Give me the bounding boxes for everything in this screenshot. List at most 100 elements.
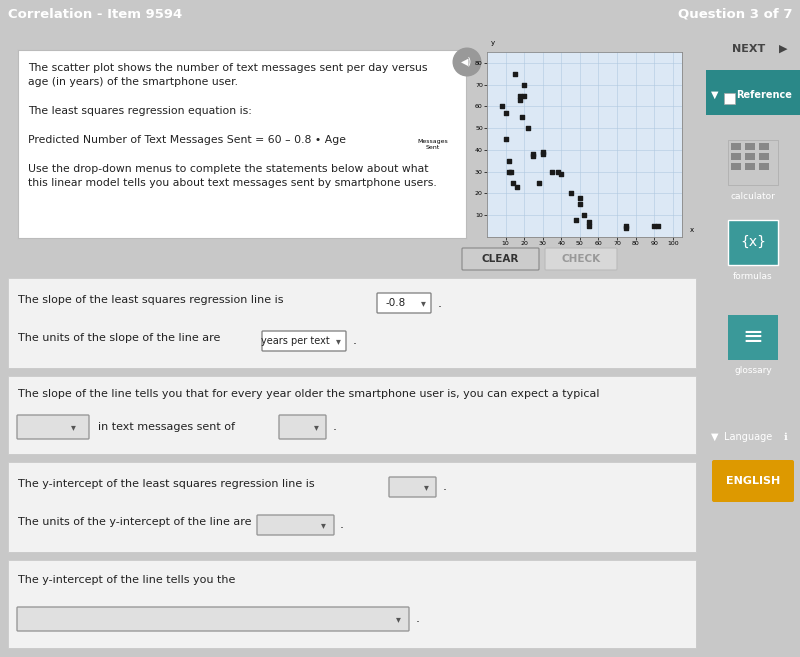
Bar [724,93,735,104]
Text: Question 3 of 7: Question 3 of 7 [678,7,792,20]
Bar [745,163,755,170]
Point [499,108,512,118]
Point [518,79,530,90]
Point [514,95,527,105]
Text: ▼: ▼ [711,90,718,100]
Point [505,166,518,177]
Bar [759,153,769,160]
Text: years per text: years per text [261,336,330,346]
FancyBboxPatch shape [712,460,794,502]
Text: The units of the slope of the line are: The units of the slope of the line are [18,333,220,343]
Text: ▾: ▾ [421,298,426,308]
FancyBboxPatch shape [545,248,617,270]
Point [499,134,512,145]
FancyBboxPatch shape [279,415,326,439]
Point [503,166,516,177]
Point [648,221,661,231]
Text: ◀): ◀) [462,57,473,67]
Y-axis label: Messages
Sent: Messages Sent [417,139,448,150]
Text: ▾: ▾ [314,422,318,432]
Text: ▾: ▾ [423,482,429,492]
Point [510,182,523,193]
Text: ENGLISH: ENGLISH [726,476,780,486]
Text: CHECK: CHECK [562,254,601,264]
Point [620,223,633,233]
Bar [728,220,778,265]
Text: .: . [353,334,357,348]
Text: The scatter plot shows the number of text messages sent per day versus
age (in y: The scatter plot shows the number of tex… [28,63,437,188]
Bar [731,163,741,170]
Text: The slope of the least squares regression line is: The slope of the least squares regressio… [18,295,283,305]
Point [546,166,558,177]
Text: NEXT: NEXT [732,44,765,54]
Bar [759,143,769,150]
Point [555,169,568,179]
Text: Correlation - Item 9594: Correlation - Item 9594 [8,7,182,20]
Bar [745,143,755,150]
Text: The y-intercept of the least squares regression line is: The y-intercept of the least squares reg… [18,479,314,489]
Point [536,149,549,160]
FancyBboxPatch shape [17,607,409,631]
Text: in text messages sent of: in text messages sent of [98,422,235,432]
Text: .: . [416,612,420,625]
Text: ℹ: ℹ [784,432,788,442]
Point [620,221,633,231]
Point [651,221,664,231]
FancyBboxPatch shape [462,248,539,270]
Point [506,177,519,188]
Point [516,112,529,123]
Point [582,221,595,231]
Text: -0.8: -0.8 [386,298,406,308]
Text: ≡: ≡ [742,325,763,349]
Bar [745,153,755,160]
Text: calculator: calculator [730,192,775,201]
Point [527,151,540,162]
Point [503,156,516,166]
Point [570,214,582,225]
Bar [731,153,741,160]
Text: Reference: Reference [736,90,792,100]
Point [574,199,586,210]
Text: {x}: {x} [740,235,766,249]
Bar [728,315,778,360]
FancyBboxPatch shape [17,415,89,439]
Text: .: . [443,480,447,493]
Point [522,123,534,133]
Text: .: . [438,296,442,309]
Text: CLEAR: CLEAR [482,254,518,264]
X-axis label: Age (yr): Age (yr) [570,249,598,256]
Point [582,217,595,227]
Text: y: y [491,41,495,47]
Text: .: . [333,420,337,434]
Bar [728,140,778,185]
Point [518,90,530,101]
Text: Language: Language [724,432,772,442]
Text: The y-intercept of the line tells you the: The y-intercept of the line tells you th… [18,575,235,585]
Text: ▾: ▾ [335,336,341,346]
Text: ▼: ▼ [711,432,718,442]
Point [574,193,586,203]
Point [536,147,549,158]
Text: ▾: ▾ [321,520,326,530]
Bar [759,163,769,170]
Point [495,101,508,112]
Point [577,210,590,221]
Text: ▾: ▾ [395,614,401,624]
FancyBboxPatch shape [389,477,436,497]
Text: ▶: ▶ [779,44,787,54]
Point [551,166,564,177]
Text: The slope of the line tells you that for every year older the smartphone user is: The slope of the line tells you that for… [18,389,599,399]
Text: glossary: glossary [734,366,772,375]
Point [514,90,527,101]
Bar [706,70,800,115]
FancyBboxPatch shape [377,293,431,313]
Bar [731,143,741,150]
Text: formulas: formulas [733,272,773,281]
FancyBboxPatch shape [262,331,346,351]
Text: The units of the y-intercept of the line are: The units of the y-intercept of the line… [18,517,251,527]
Point [527,149,540,160]
Text: .: . [340,518,344,532]
Point [509,68,522,79]
Circle shape [453,48,481,76]
Text: x: x [690,227,694,233]
